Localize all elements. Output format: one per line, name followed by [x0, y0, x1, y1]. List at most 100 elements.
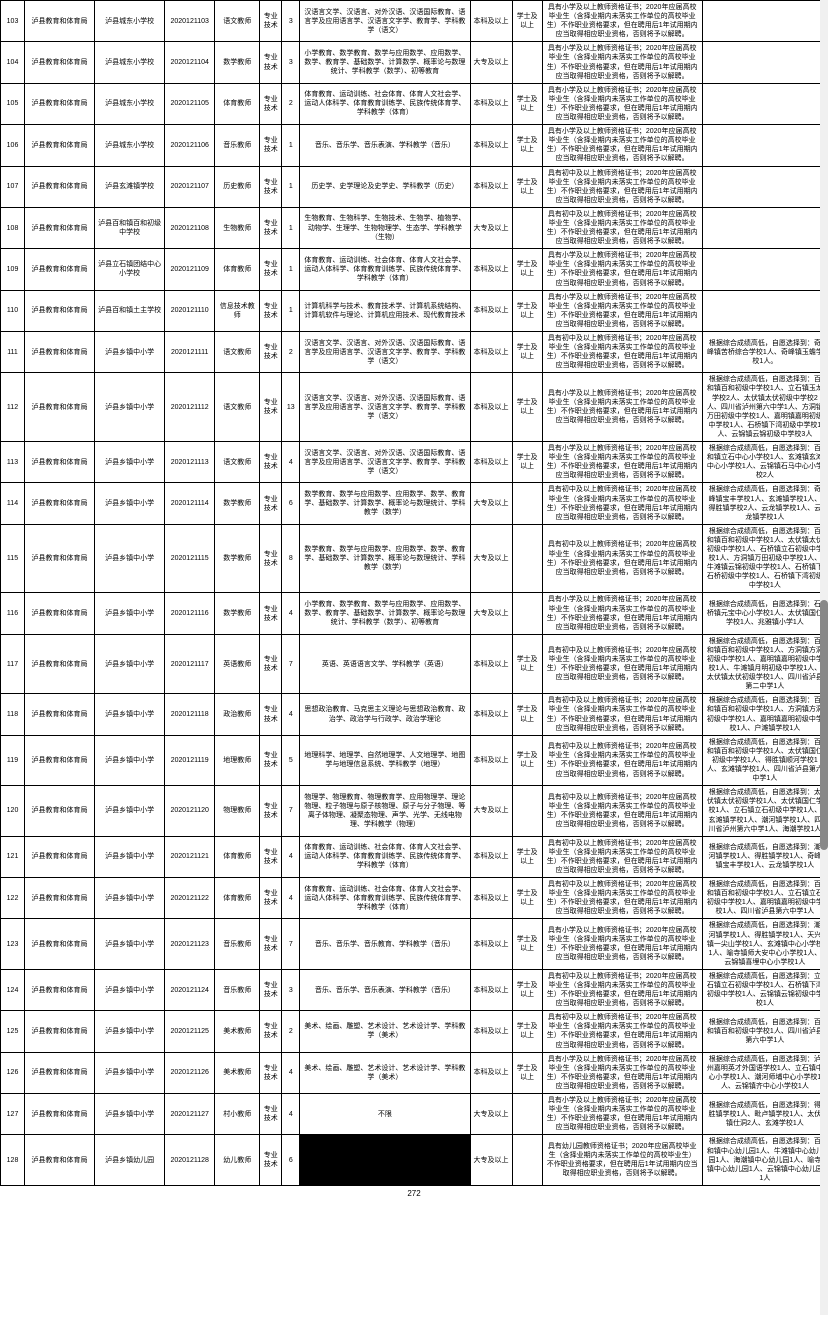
cell-edu: 本科及以上	[470, 373, 512, 442]
cell-pos: 历史教师	[215, 166, 260, 207]
cell-cat: 专业技术	[260, 207, 282, 248]
cell-cnt: 2	[282, 1011, 300, 1052]
cell-edu: 本科及以上	[470, 83, 512, 124]
cell-school: 泸县乡镇中小学	[95, 524, 165, 593]
cell-cnt: 1	[282, 125, 300, 166]
cell-cnt: 4	[282, 878, 300, 919]
cell-n: 104	[1, 42, 25, 83]
table-row: 125泸县教育和体育局泸县乡镇中小学2020121125美术教师专业技术2美术、…	[1, 1011, 828, 1052]
cell-deg: 学士及以上	[512, 125, 542, 166]
cell-dept: 泸县教育和体育局	[25, 1094, 95, 1135]
cell-edu: 本科及以上	[470, 1011, 512, 1052]
table-row: 104泸县教育和体育局泸县城东小学校2020121104数学教师专业技术3小学教…	[1, 42, 828, 83]
cell-cnt: 4	[282, 1094, 300, 1135]
cell-deg: 学士及以上	[512, 1, 542, 42]
cell-major: 物理学、物理教育、物理教育学、应用物理学、理论物理、粒子物理与原子核物理、原子与…	[300, 786, 470, 836]
cell-school: 泸县立石镇团结中心小学校	[95, 249, 165, 290]
cell-n: 119	[1, 735, 25, 785]
cell-cnt: 13	[282, 373, 300, 442]
cell-cnt: 2	[282, 83, 300, 124]
cell-pos: 数学教师	[215, 593, 260, 634]
cell-req: 具有小学及以上教师资格证书；2020年应届高校毕业生（含择业期内未落实工作单位的…	[542, 593, 702, 634]
cell-dept: 泸县教育和体育局	[25, 634, 95, 694]
cell-pos: 语文教师	[215, 332, 260, 373]
cell-req: 具有小学及以上教师资格证书；2020年应届高校毕业生（含择业期内未落实工作单位的…	[542, 442, 702, 483]
table-row: 114泸县教育和体育局泸县乡镇中小学2020121114数学教师专业技术6数学教…	[1, 483, 828, 524]
cell-cat: 专业技术	[260, 166, 282, 207]
cell-dept: 泸县教育和体育局	[25, 207, 95, 248]
cell-req: 具有小学及以上教师资格证书；2020年应届高校毕业生（含择业期内未落实工作单位的…	[542, 1052, 702, 1093]
cell-dept: 泸县教育和体育局	[25, 442, 95, 483]
cell-dept: 泸县教育和体育局	[25, 786, 95, 836]
cell-deg: 学士及以上	[512, 735, 542, 785]
cell-cat: 专业技术	[260, 442, 282, 483]
cell-n: 127	[1, 1094, 25, 1135]
scrollbar-track[interactable]	[820, 0, 828, 1315]
table-row: 120泸县教育和体育局泸县乡镇中小学2020121120物理教师专业技术7物理学…	[1, 786, 828, 836]
cell-edu: 本科及以上	[470, 249, 512, 290]
cell-deg: 学士及以上	[512, 290, 542, 331]
cell-req: 具有小学及以上教师资格证书；2020年应届高校毕业生（含择业期内未落实工作单位的…	[542, 42, 702, 83]
cell-code: 2020121104	[165, 42, 215, 83]
cell-req: 具有初中及以上教师资格证书；2020年应届高校毕业生（含择业期内未落实工作单位的…	[542, 786, 702, 836]
cell-major: 体育教育、运动训练、社会体育、体育人文社会学、运动人体科学、体育教育训练学、民族…	[300, 836, 470, 877]
recruitment-table: 103泸县教育和体育局泸县城东小学校2020121103语文教师专业技术3汉语言…	[0, 0, 828, 1186]
cell-note	[702, 290, 827, 331]
cell-req: 具有初中及以上教师资格证书；2020年应届高校毕业生（含择业期内未落实工作单位的…	[542, 969, 702, 1010]
cell-req: 具有幼儿园教师资格证书；2020年应届高校毕业生（含择业期内未落实工作单位的高校…	[542, 1135, 702, 1185]
cell-edu: 本科及以上	[470, 919, 512, 969]
cell-note	[702, 125, 827, 166]
cell-req: 具有初中及以上教师资格证书；2020年应届高校毕业生（含择业期内未落实工作单位的…	[542, 878, 702, 919]
cell-edu: 本科及以上	[470, 878, 512, 919]
cell-edu: 本科及以上	[470, 634, 512, 694]
cell-major: 汉语言文学、汉语言、对外汉语、汉语国际教育、语言学及应用语言学、汉语言文字学、教…	[300, 373, 470, 442]
cell-code: 2020121108	[165, 207, 215, 248]
cell-deg	[512, 524, 542, 593]
table-row: 128泸县教育和体育局泸县乡镇幼儿园2020121128幼儿教师专业技术6学前教…	[1, 1135, 828, 1185]
cell-major: 学前教育、学前教育学、幼儿教育	[300, 1135, 470, 1185]
cell-n: 108	[1, 207, 25, 248]
cell-major: 数学教育、数学与应用数学、应用数学、数学、教育学、基础数学、计算数学、概率论与数…	[300, 483, 470, 524]
cell-note	[702, 1, 827, 42]
cell-school: 泸县乡镇中小学	[95, 969, 165, 1010]
cell-edu: 大专及以上	[470, 786, 512, 836]
cell-edu: 本科及以上	[470, 694, 512, 735]
cell-code: 2020121118	[165, 694, 215, 735]
cell-cat: 专业技术	[260, 1135, 282, 1185]
cell-req: 具有小学及以上教师资格证书；2020年应届高校毕业生（含择业期内未落实工作单位的…	[542, 249, 702, 290]
cell-note	[702, 249, 827, 290]
table-row: 113泸县教育和体育局泸县乡镇中小学2020121113语文教师专业技术4汉语言…	[1, 442, 828, 483]
cell-dept: 泸县教育和体育局	[25, 524, 95, 593]
cell-code: 2020121124	[165, 969, 215, 1010]
cell-req: 具有初中及以上教师资格证书；2020年应届高校毕业生（含择业期内未落实工作单位的…	[542, 694, 702, 735]
cell-req: 具有初中及以上教师资格证书；2020年应届高校毕业生（含择业期内未落实工作单位的…	[542, 166, 702, 207]
cell-n: 105	[1, 83, 25, 124]
cell-cat: 专业技术	[260, 524, 282, 593]
cell-edu: 大专及以上	[470, 1135, 512, 1185]
cell-pos: 美术教师	[215, 1011, 260, 1052]
cell-cnt: 4	[282, 593, 300, 634]
table-row: 116泸县教育和体育局泸县乡镇中小学2020121116数学教师专业技术4小学教…	[1, 593, 828, 634]
cell-major: 不限	[300, 1094, 470, 1135]
page-number: 272	[0, 1186, 828, 1201]
cell-edu: 大专及以上	[470, 524, 512, 593]
table-row: 106泸县教育和体育局泸县城东小学校2020121106音乐教师专业技术1音乐、…	[1, 125, 828, 166]
cell-school: 泸县乡镇中小学	[95, 919, 165, 969]
cell-note: 根据综合成绩高低，自愿选择到：百和镇百和初级中学校1人、方洞镇方洞初级中学校1人…	[702, 634, 827, 694]
cell-edu: 本科及以上	[470, 332, 512, 373]
cell-dept: 泸县教育和体育局	[25, 1011, 95, 1052]
cell-note: 根据综合成绩高低，自愿选择到：百和镇百和初级中学校1人、方洞镇方洞初级中学校1人…	[702, 694, 827, 735]
cell-dept: 泸县教育和体育局	[25, 593, 95, 634]
cell-cnt: 7	[282, 634, 300, 694]
cell-code: 2020121114	[165, 483, 215, 524]
cell-school: 泸县乡镇中小学	[95, 1011, 165, 1052]
cell-cnt: 1	[282, 166, 300, 207]
cell-deg: 学士及以上	[512, 634, 542, 694]
cell-cnt: 3	[282, 969, 300, 1010]
cell-note: 根据综合成绩高低，自愿选择到：百和镇百和初级中学校1人、立石镇立石初级中学校1人…	[702, 878, 827, 919]
scrollbar-thumb[interactable]	[820, 600, 828, 850]
cell-pos: 语文教师	[215, 442, 260, 483]
cell-pos: 语文教师	[215, 373, 260, 442]
cell-deg: 学士及以上	[512, 1011, 542, 1052]
cell-edu: 本科及以上	[470, 1, 512, 42]
